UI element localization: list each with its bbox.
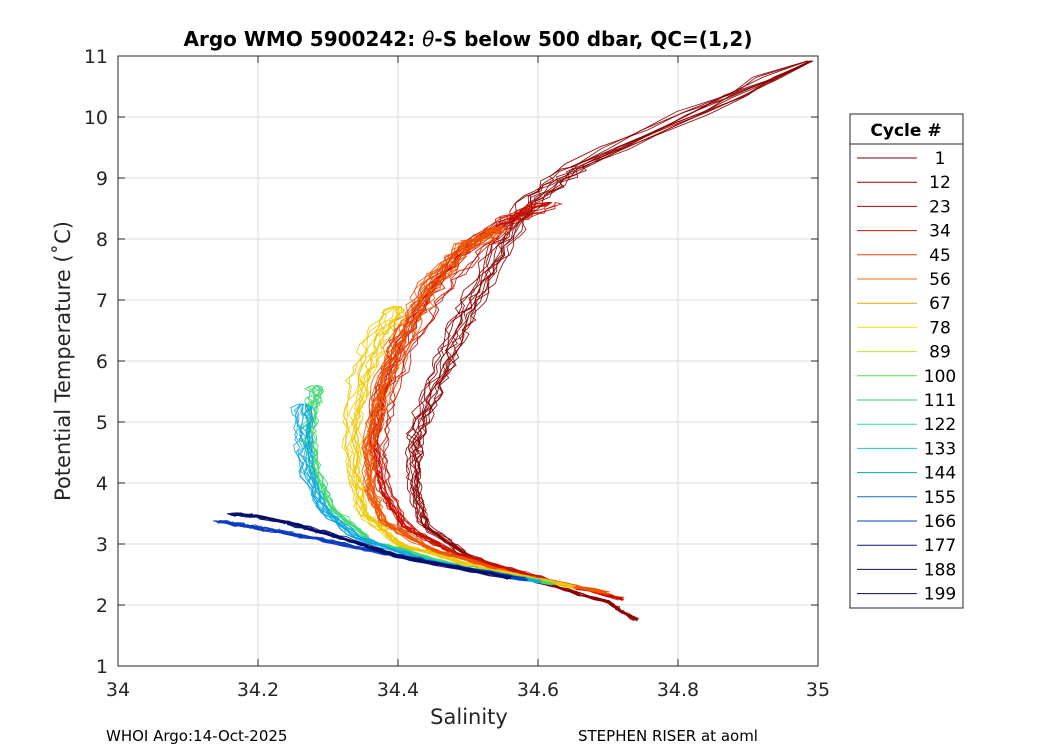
x-tick-label: 34 [106, 679, 130, 701]
footer-left: WHOI Argo:14-Oct-2025 [106, 727, 287, 745]
y-tick-label: 3 [96, 534, 108, 556]
legend-label: 177 [924, 536, 956, 556]
legend-label: 89 [929, 343, 951, 363]
profile-line [355, 306, 573, 586]
legend-label: 45 [929, 246, 951, 266]
y-tick-label: 1 [96, 656, 108, 678]
profile-line [342, 305, 572, 588]
legend-label: 111 [924, 391, 956, 411]
legend-label: 1 [935, 149, 946, 169]
legend-label: 155 [924, 488, 956, 508]
legend-label: 23 [929, 197, 951, 217]
y-tick-label: 2 [96, 595, 108, 617]
y-tick-label: 11 [84, 46, 108, 68]
y-tick-label: 10 [84, 107, 108, 129]
profile-line [353, 305, 573, 587]
y-tick-label: 8 [96, 229, 108, 251]
x-axis-title: Salinity [430, 705, 508, 729]
legend-label: 12 [929, 173, 951, 193]
profile-line [367, 226, 610, 593]
profile-line [370, 226, 611, 593]
profile-line [378, 202, 623, 600]
profile-line [361, 226, 607, 593]
profile-line [299, 403, 541, 583]
x-tick-label: 35 [806, 679, 830, 701]
data-lines [213, 60, 814, 622]
profile-line [232, 512, 511, 578]
profile-line [370, 226, 609, 594]
chart-title: Argo WMO 5900242: θ-S below 500 dbar, QC… [184, 27, 753, 51]
profile-line [362, 226, 608, 594]
legend-label: 56 [929, 270, 951, 290]
legend-label: 144 [924, 464, 956, 484]
profile-line [232, 512, 511, 580]
x-tick-label: 34.2 [237, 679, 279, 701]
legend-label: 133 [924, 439, 956, 459]
legend-label: 122 [924, 415, 956, 435]
legend-label: 188 [924, 560, 956, 580]
y-tick-label: 4 [96, 473, 108, 495]
legend-label: 199 [924, 585, 956, 605]
x-tick-label: 34.4 [377, 679, 419, 701]
legend: Cycle # 1 12 23 34 45 56 67 78 89 100 111 122 133 144… [849, 113, 964, 609]
legend-label: 100 [924, 367, 956, 387]
y-axis-title: Potential Temperature (˚C) [51, 221, 75, 501]
y-tick-label: 9 [96, 168, 108, 190]
x-tick-label: 34.6 [517, 679, 559, 701]
profile-line [362, 226, 606, 595]
y-tick-label: 7 [96, 290, 108, 312]
legend-label: 166 [924, 512, 956, 532]
legend-label: 67 [929, 294, 951, 314]
y-tick-label: 6 [96, 351, 108, 373]
legend-label: 34 [929, 222, 951, 242]
legend-box [849, 113, 964, 609]
legend-title: Cycle # [870, 121, 941, 141]
footer-right: STEPHEN RISER at aoml [578, 727, 758, 745]
profile-line [382, 201, 625, 598]
y-tick-label: 5 [96, 412, 108, 434]
legend-entries: 1 12 23 34 45 56 67 78 89 100 111 122 133 144 155 166 17… [857, 149, 956, 605]
legend-label: 78 [929, 318, 951, 338]
x-tick-label: 34.8 [657, 679, 699, 701]
